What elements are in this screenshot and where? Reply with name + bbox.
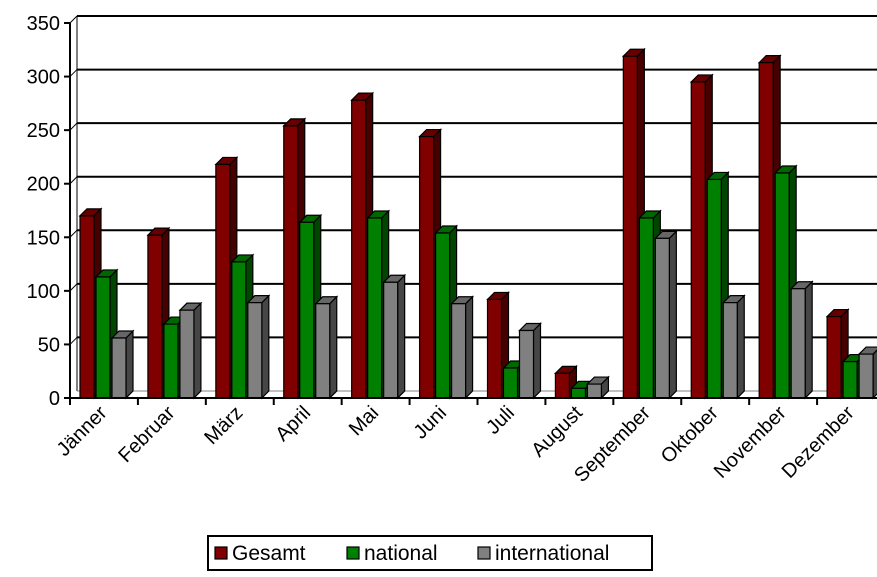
x-label-Dezember: Dezember [778, 402, 859, 483]
bars [78, 47, 877, 400]
bar-international-November [789, 280, 814, 400]
bar-international-Jänner [110, 329, 135, 400]
legend-entry-national: national [346, 542, 438, 565]
gridline-diag-150 [69, 229, 78, 238]
bar-international-Oktober [721, 294, 746, 400]
legend-entry-international: international [477, 542, 609, 565]
legend-swatch-Gesamt [214, 546, 228, 560]
x-label-Oktober: Oktober [657, 402, 723, 468]
bar-international-Mai [382, 273, 407, 400]
y-tick-label-300: 300 [27, 67, 60, 89]
legend-label-international: international [495, 542, 609, 565]
bar-national-Oktober [705, 170, 730, 400]
bar-international-Juni [450, 295, 475, 400]
gridline-diag-100 [69, 283, 78, 292]
y-tick-label-200: 200 [27, 174, 60, 196]
y-tick-label-50: 50 [38, 334, 60, 356]
legend-entry-Gesamt: Gesamt [214, 542, 306, 565]
x-label-August: August [527, 402, 587, 462]
y-tick-label-150: 150 [27, 227, 60, 249]
gridline-diag-300 [69, 69, 78, 77]
legend-box [207, 535, 653, 571]
bar-international-September [653, 229, 678, 400]
y-tick-label-350: 350 [27, 13, 60, 35]
x-label-Februar: Februar [114, 402, 179, 467]
legend-swatch-international [477, 546, 491, 560]
bar-international-Juli [518, 322, 542, 400]
bar-international-Dezember [857, 346, 877, 400]
gridline-diag-250 [69, 122, 78, 131]
x-label-Mai: Mai [345, 402, 383, 440]
gridline-diag-200 [69, 176, 78, 185]
y-tick-label-0: 0 [49, 388, 60, 410]
y-tick-label-250: 250 [27, 120, 60, 142]
legend-label-Gesamt: Gesamt [232, 542, 306, 565]
bar-international-März [246, 294, 271, 400]
x-label-Juni: Juni [410, 402, 452, 444]
gridline-diag-50 [69, 337, 78, 345]
gridlines [69, 15, 877, 392]
x-label-März: März [200, 402, 247, 449]
x-label-April: April [271, 402, 315, 446]
x-label-November: November [710, 402, 791, 483]
x-label-Juli: Juli [482, 402, 519, 439]
legend-label-national: national [364, 542, 438, 565]
bar-Gesamt-Dezember [825, 308, 850, 400]
bar-international-Februar [178, 301, 203, 400]
bar-international-April [314, 295, 339, 400]
x-label-Jänner: Jänner [53, 402, 112, 461]
legend-swatch-national [346, 546, 360, 560]
legend: Gesamt national international [207, 535, 653, 571]
y-tick-label-100: 100 [27, 281, 60, 303]
bar-international-August [585, 375, 610, 400]
gridline-diag-350 [69, 15, 78, 24]
